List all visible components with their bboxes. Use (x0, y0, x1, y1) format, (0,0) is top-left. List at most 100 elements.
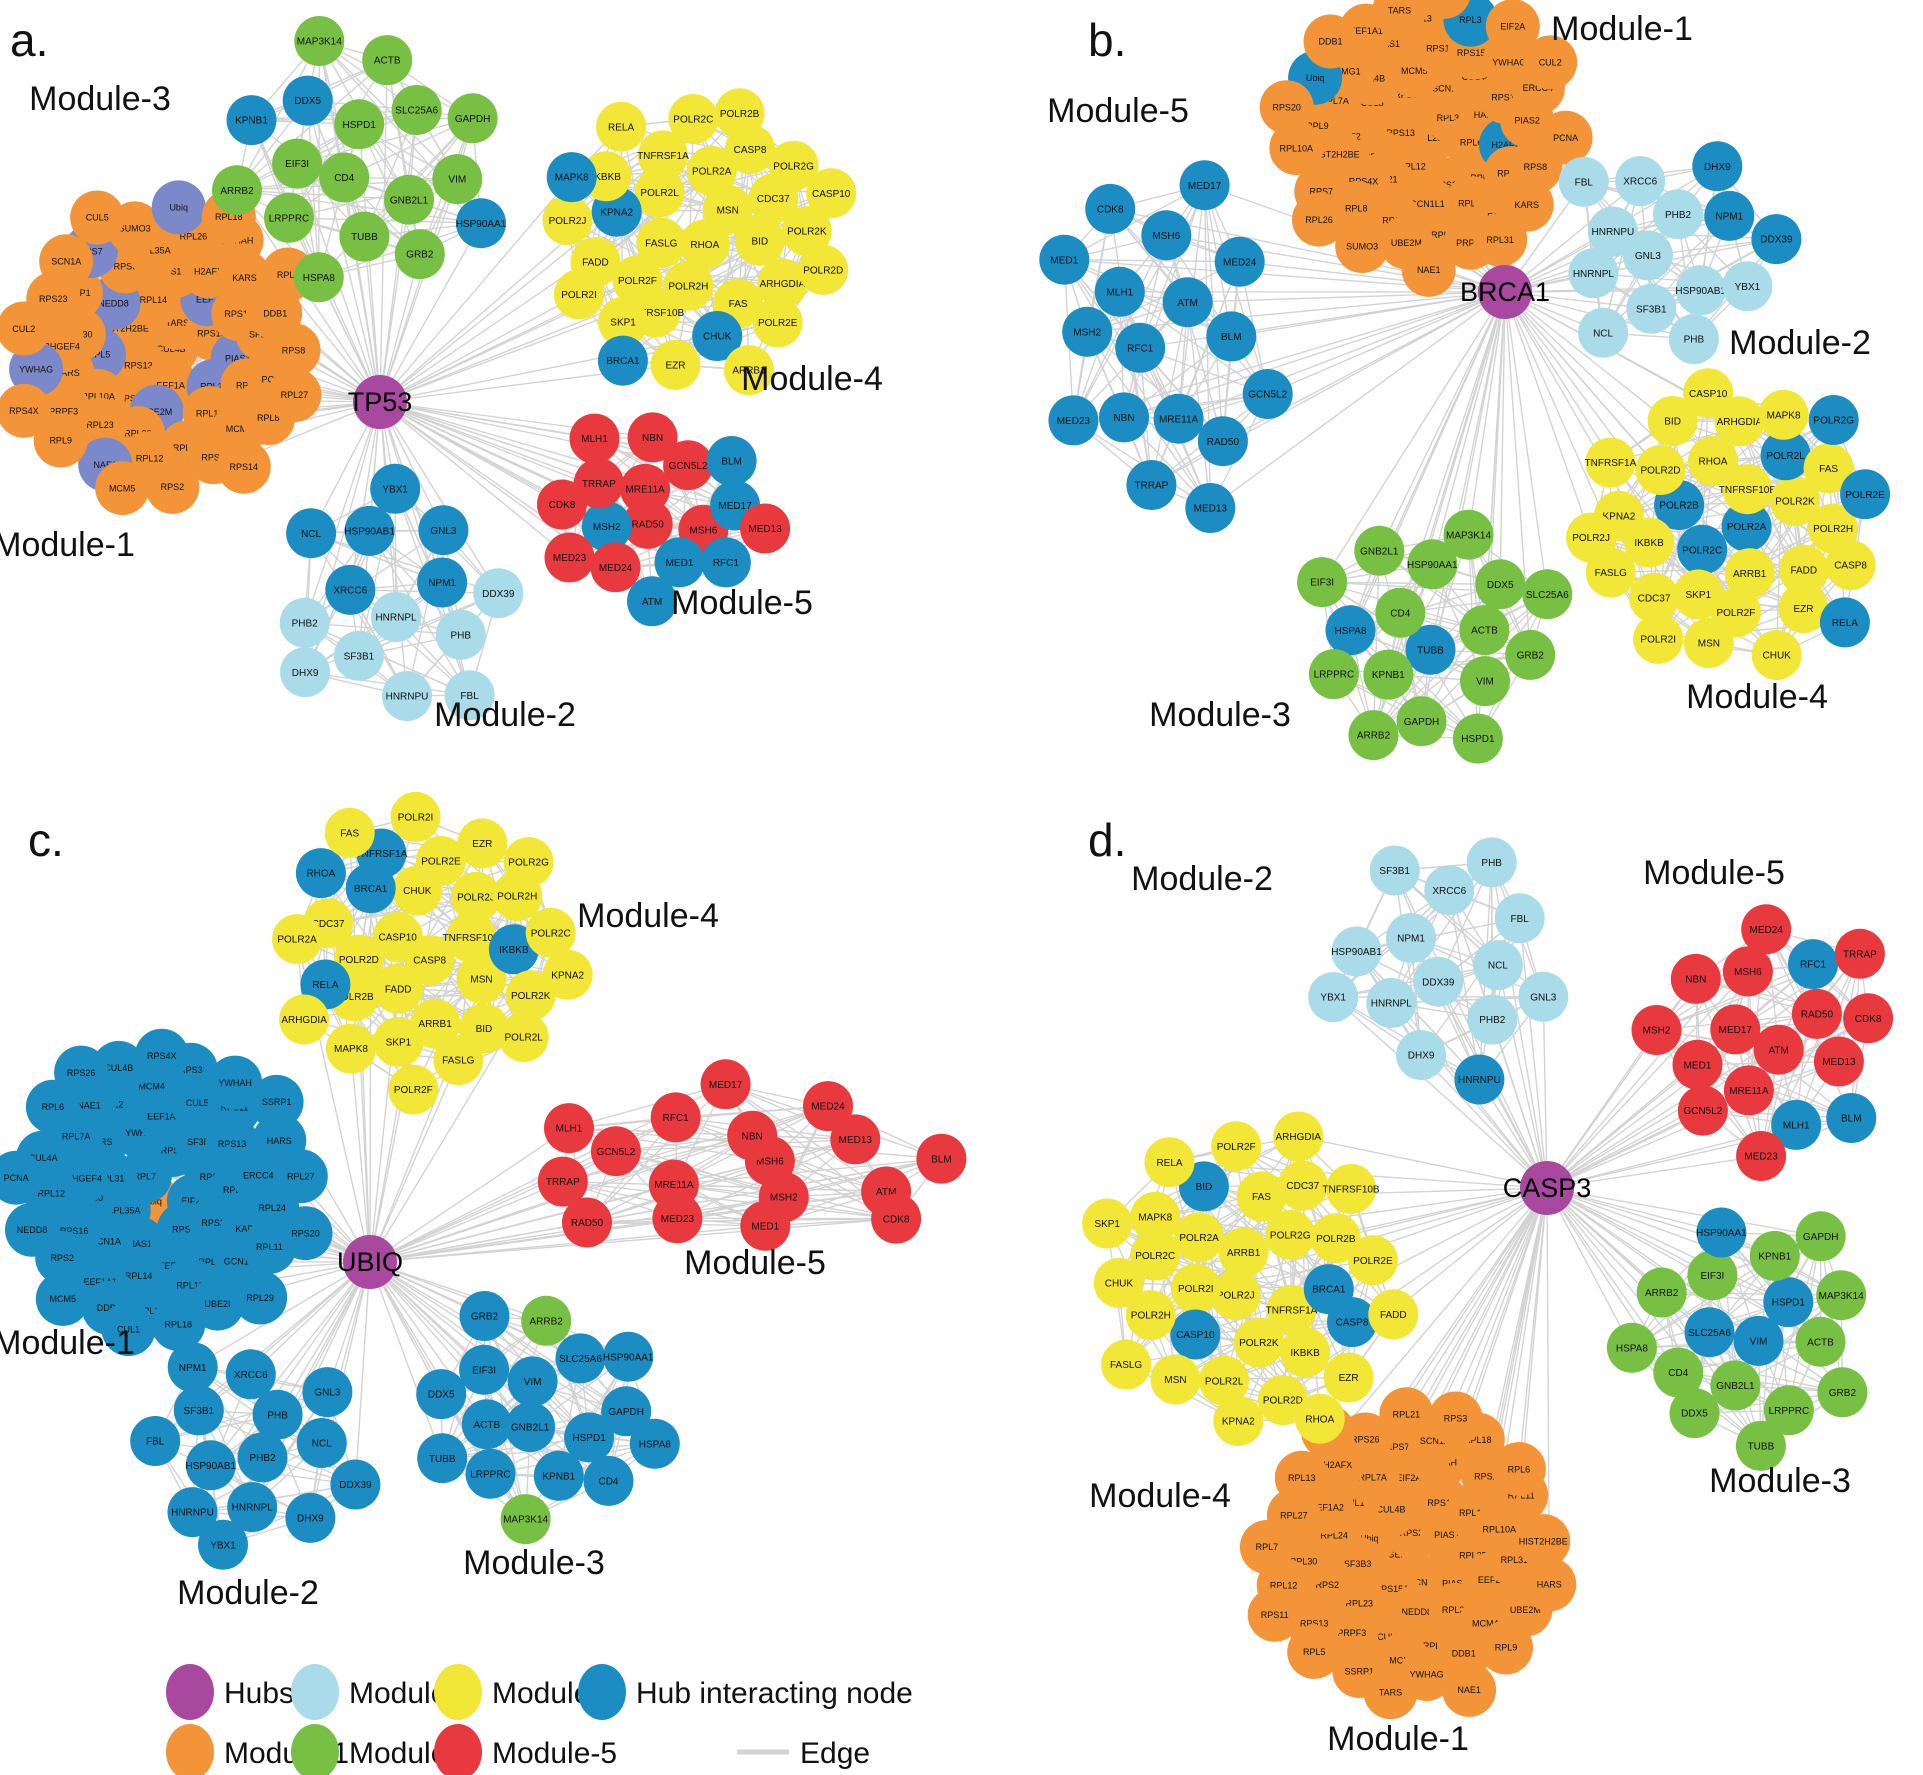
node-RPL27[interactable]: RPL27 (1417, 0, 1471, 19)
node-RFC1[interactable]: RFC1 (700, 537, 751, 588)
node-circle-VIM[interactable] (432, 154, 483, 205)
hub-circle-UBIQ[interactable] (343, 1235, 397, 1289)
node-circle-RPS4X[interactable] (134, 1028, 189, 1083)
node-circle-POLR2C[interactable] (1130, 1230, 1181, 1281)
node-circle-MED13[interactable] (1813, 1036, 1864, 1087)
node-circle-RAD50[interactable] (1791, 988, 1842, 1039)
node-circle-PHB[interactable] (252, 1389, 303, 1440)
node-EIF3I[interactable]: EIF3I (459, 1344, 510, 1395)
node-circle-POLR2D[interactable] (1257, 1375, 1308, 1426)
node-circle-MSH2[interactable] (1062, 306, 1113, 357)
node-circle-MAP3K14[interactable] (500, 1494, 551, 1545)
node-MED24[interactable]: MED24 (1741, 904, 1792, 955)
node-TARS[interactable]: TARS (1363, 1665, 1418, 1720)
node-NCL[interactable]: NCL (286, 508, 337, 559)
node-circle-POLR2L[interactable] (1760, 430, 1811, 481)
node-EIF3I[interactable]: EIF3I (272, 138, 323, 189)
node-circle-POLR2A[interactable] (272, 914, 323, 965)
node-CD4[interactable]: CD4 (1375, 587, 1426, 638)
node-NBN[interactable]: NBN (1670, 953, 1721, 1004)
hub-CASP3[interactable]: CASP3 (1503, 1161, 1592, 1215)
node-circle-MED17[interactable] (700, 1059, 751, 1110)
node-MSH2[interactable]: MSH2 (1062, 306, 1113, 357)
node-circle-POLR2E[interactable] (752, 297, 803, 348)
node-GAPDH[interactable]: GAPDH (447, 93, 498, 144)
node-PHB[interactable]: PHB (1668, 314, 1719, 365)
node-circle-HNRNPU[interactable] (1454, 1054, 1505, 1105)
node-HNRNPL[interactable]: HNRNPL (1366, 978, 1417, 1028)
node-circle-MSN[interactable] (1683, 618, 1734, 668)
node-BLM[interactable]: BLM (1826, 1093, 1877, 1143)
node-circle-PHB2[interactable] (237, 1432, 288, 1483)
node-NCL[interactable]: NCL (296, 1418, 347, 1468)
node-EIF3I[interactable]: EIF3I (1687, 1250, 1738, 1301)
node-DDB1[interactable]: DDB1 (1303, 14, 1358, 69)
node-circle-NCL[interactable] (1472, 940, 1523, 991)
node-circle-CD4[interactable] (319, 152, 370, 203)
node-circle-RPS20[interactable] (278, 1206, 333, 1261)
node-BLM[interactable]: BLM (706, 436, 757, 486)
node-MAPK8[interactable]: MAPK8 (326, 1023, 376, 1074)
node-DDX39[interactable]: DDX39 (1413, 956, 1464, 1007)
node-circle-HNRNPU[interactable] (167, 1487, 218, 1538)
node-circle-KPNA2[interactable] (542, 949, 593, 1000)
node-circle-TUBB[interactable] (1405, 624, 1456, 675)
node-GRB2[interactable]: GRB2 (394, 229, 445, 280)
node-circle-HNRNPL[interactable] (227, 1482, 278, 1533)
node-circle-MED24[interactable] (803, 1081, 853, 1132)
node-MAP3K14[interactable]: MAP3K14 (294, 16, 345, 66)
node-circle-POLR2J[interactable] (451, 871, 501, 922)
node-circle-POLR2A[interactable] (1174, 1212, 1225, 1263)
node-circle-FADD[interactable] (1778, 544, 1829, 595)
node-circle-POLR2H[interactable] (1125, 1290, 1176, 1341)
node-circle-DDX5[interactable] (282, 75, 333, 126)
node-circle-VIM[interactable] (507, 1356, 558, 1407)
node-GAPDH[interactable]: GAPDH (1795, 1211, 1846, 1262)
node-circle-CDC37[interactable] (1629, 572, 1679, 623)
node-MED17[interactable]: MED17 (1710, 1004, 1761, 1055)
node-circle-RHOA[interactable] (295, 848, 346, 899)
node-CDK8[interactable]: CDK8 (871, 1193, 922, 1244)
node-HSPD1[interactable]: HSPD1 (1452, 713, 1503, 764)
node-ARRB2[interactable]: ARRB2 (1348, 710, 1399, 761)
node-DDX5[interactable]: DDX5 (416, 1369, 467, 1420)
node-circle-FADD[interactable] (373, 963, 424, 1014)
node-MED24[interactable]: MED24 (590, 542, 641, 593)
node-circle-MRE11A[interactable] (1153, 393, 1204, 444)
node-BLM[interactable]: BLM (916, 1133, 967, 1184)
node-circle-GRB2[interactable] (1505, 629, 1556, 680)
node-TRRAP[interactable]: TRRAP (1834, 928, 1885, 979)
hub-circle-TP53[interactable] (353, 375, 407, 429)
node-FBL[interactable]: FBL (1558, 156, 1609, 207)
node-RPL29[interactable]: RPL29 (233, 1270, 288, 1325)
node-BRCA1[interactable]: BRCA1 (597, 335, 648, 386)
node-DHX9[interactable]: DHX9 (1692, 141, 1743, 192)
node-circle-BID[interactable] (734, 215, 785, 266)
node-PHB2[interactable]: PHB2 (279, 597, 330, 648)
node-CD4[interactable]: CD4 (583, 1455, 634, 1506)
node-circle-MLH1[interactable] (569, 413, 620, 464)
node-circle-HNRNPU[interactable] (1587, 206, 1638, 257)
node-circle-MSH2[interactable] (1631, 1005, 1682, 1055)
node-RPS20[interactable]: RPS20 (1259, 80, 1314, 135)
node-circle-TUBB[interactable] (339, 211, 390, 262)
node-circle-FASLG[interactable] (1101, 1339, 1152, 1390)
node-circle-GNL3[interactable] (1518, 971, 1569, 1022)
node-CHUK[interactable]: CHUK (1751, 630, 1802, 680)
node-POLR2E[interactable]: POLR2E (752, 297, 803, 348)
node-ARRB2[interactable]: ARRB2 (212, 165, 262, 216)
node-NBN[interactable]: NBN (627, 412, 678, 463)
node-YBX1[interactable]: YBX1 (198, 1519, 248, 1570)
node-XRCC6[interactable]: XRCC6 (1615, 156, 1666, 207)
node-ACTB[interactable]: ACTB (1795, 1316, 1846, 1367)
node-circle-VIM[interactable] (1733, 1315, 1784, 1366)
node-circle-YBX1[interactable] (1308, 972, 1359, 1023)
node-circle-KPNB1[interactable] (1749, 1230, 1800, 1281)
node-circle-FADD[interactable] (1368, 1289, 1419, 1340)
node-circle-SSRP1[interactable] (249, 1074, 304, 1129)
node-KPNB1[interactable]: KPNB1 (226, 95, 277, 146)
node-GCN5L2[interactable]: GCN5L2 (1242, 369, 1293, 419)
node-RFC1[interactable]: RFC1 (1788, 939, 1838, 990)
node-circle-EZR[interactable] (1778, 583, 1829, 634)
node-HNRNPU[interactable]: HNRNPU (1454, 1054, 1505, 1105)
